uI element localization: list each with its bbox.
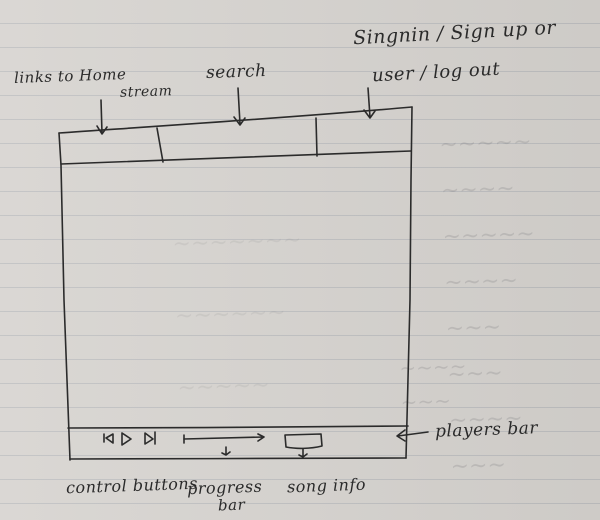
wireframe-top-edge — [58, 106, 413, 134]
annotation-stream: stream — [119, 83, 173, 101]
header-search-cell — [160, 122, 316, 160]
wireframe-left-edge — [58, 132, 71, 461]
annotation-search: search — [205, 60, 267, 84]
annotation-bar: bar — [217, 495, 246, 515]
song-info-box — [284, 433, 323, 450]
player-bar — [68, 427, 408, 459]
arrow-search — [233, 87, 246, 126]
header-user-cell — [317, 110, 411, 154]
arrow-player-bar — [396, 429, 429, 442]
header-separator-2 — [315, 117, 318, 157]
player-bar-top-line — [67, 425, 409, 429]
control-play-icon — [121, 432, 132, 446]
arrow-home-links — [96, 99, 108, 135]
wireframe-bottom-edge — [69, 457, 407, 460]
control-next-icon — [144, 431, 156, 445]
main-content-area — [63, 163, 409, 426]
header-divider-line — [60, 150, 412, 165]
progress-bar-line — [183, 433, 265, 442]
header-separator-1 — [156, 127, 164, 163]
header-home-links-cell — [60, 131, 160, 163]
annotation-song-info: song info — [286, 474, 367, 497]
annotation-progress: progress — [186, 476, 263, 499]
wireframe-right-edge — [405, 106, 413, 459]
tick-song-info — [298, 448, 308, 458]
annotation-player-bar: players bar — [434, 418, 539, 442]
arrow-user — [363, 87, 376, 119]
control-prev-icon — [103, 433, 114, 444]
tick-progress — [221, 446, 231, 456]
